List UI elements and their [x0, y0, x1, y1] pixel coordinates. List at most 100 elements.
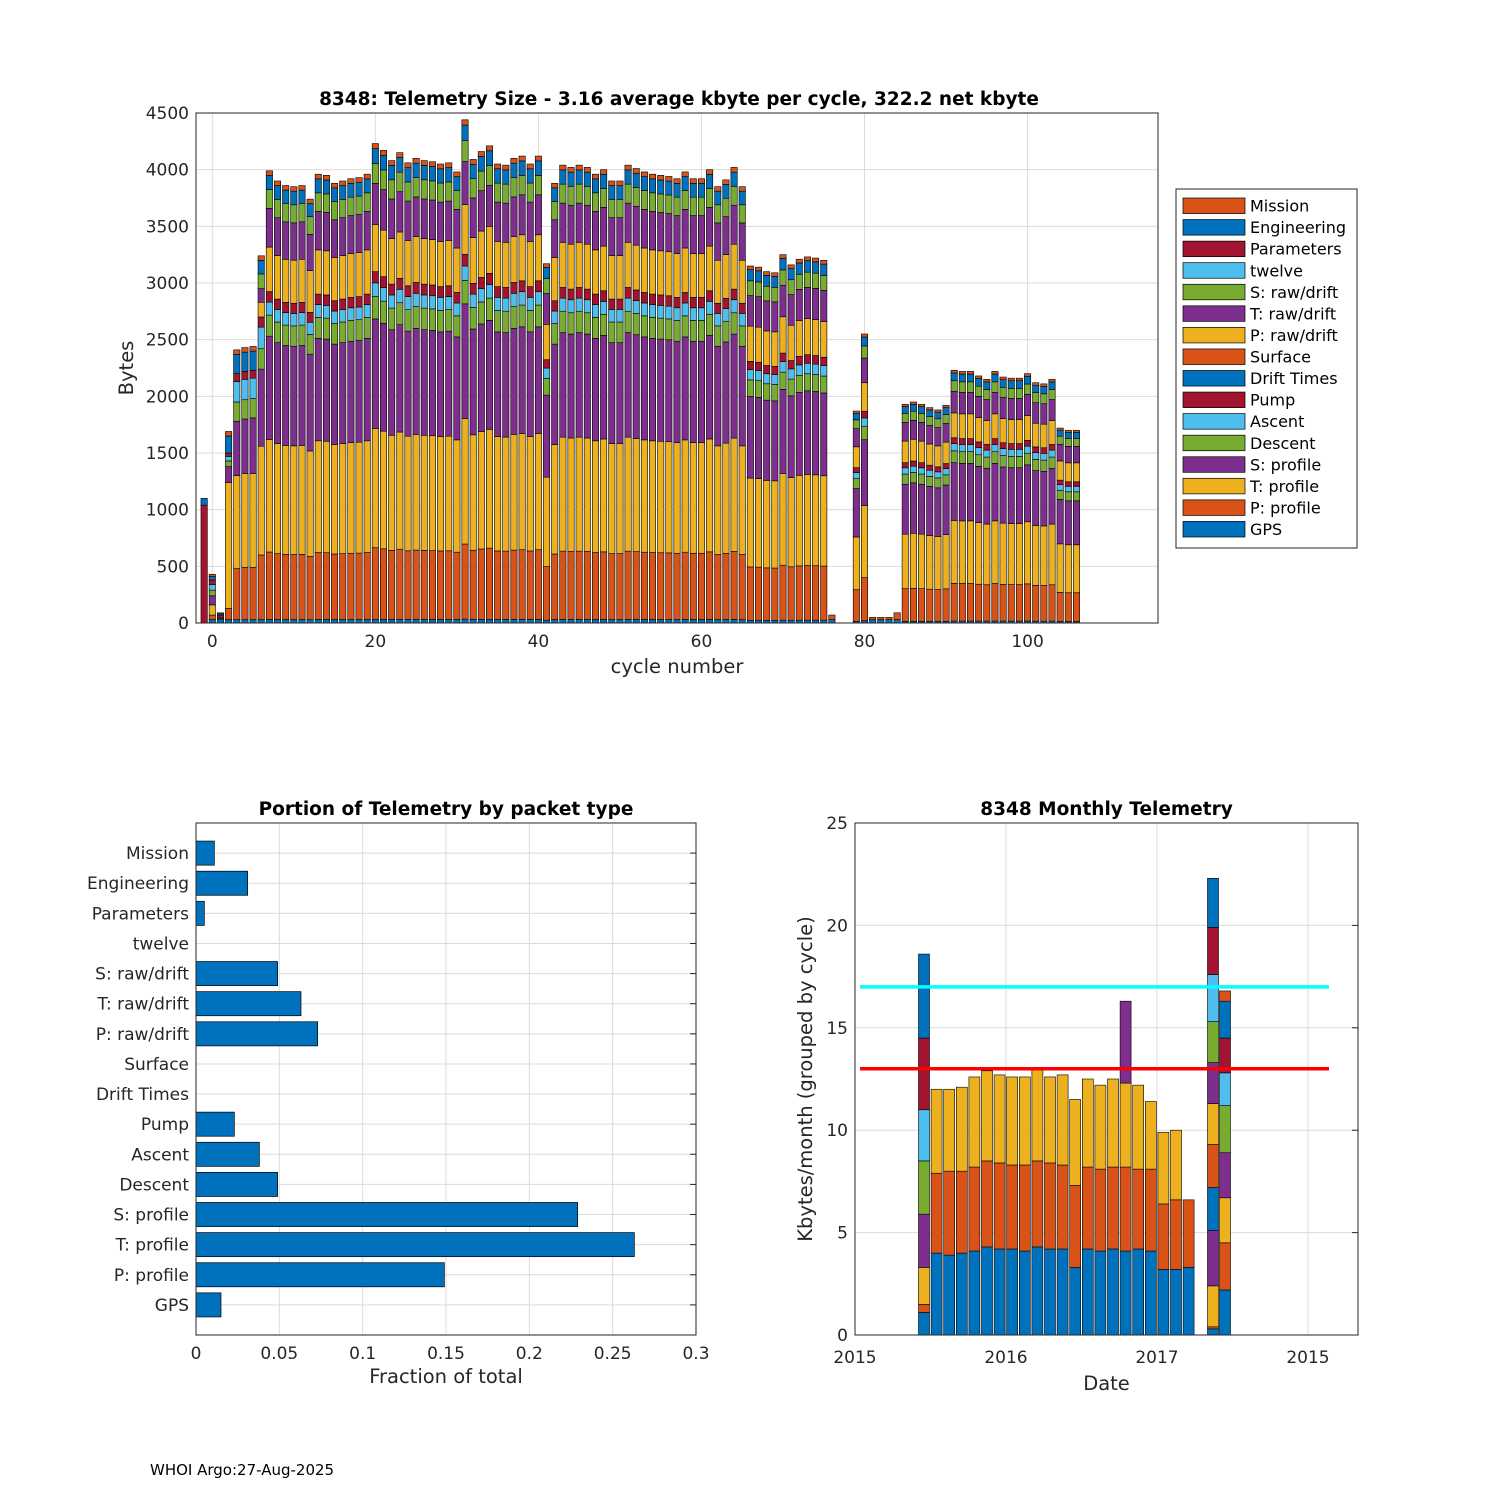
bar-segment [983, 399, 991, 421]
bar-segment [567, 243, 575, 290]
bar-segment [1207, 1144, 1219, 1188]
bar-segment [543, 378, 551, 396]
bar-segment [233, 475, 241, 569]
bar-segment [534, 234, 542, 282]
bar-segment [265, 551, 273, 620]
legend-label: P: raw/drift [1250, 326, 1338, 345]
bar-segment [428, 166, 436, 182]
bar-segment [934, 445, 942, 468]
bar-segment [306, 198, 314, 204]
bar-segment [1207, 1285, 1219, 1328]
bar-segment [665, 295, 673, 307]
legend-swatch [1182, 434, 1246, 452]
bar-segment [657, 552, 665, 620]
bar-segment [314, 440, 322, 553]
bar-segment [1219, 990, 1231, 1002]
bar-segment [510, 282, 518, 294]
bar-segment [991, 438, 999, 445]
legend-swatch [1182, 283, 1246, 301]
category-label: Pump [141, 1115, 189, 1135]
bar-segment [632, 168, 640, 174]
bar-segment [706, 290, 714, 302]
bar-segment [380, 155, 387, 171]
bar-segment [1219, 1105, 1231, 1154]
bar-segment [1056, 1074, 1069, 1166]
bar-segment [991, 451, 999, 464]
bar-segment [820, 565, 828, 621]
bar-segment [993, 1074, 1006, 1164]
bar-segment [722, 619, 730, 624]
bar-segment [746, 379, 754, 397]
bar-segment [371, 547, 379, 620]
bar-segment [820, 475, 828, 567]
bar-segment [1056, 427, 1064, 431]
bar-segment [616, 255, 624, 300]
bar-segment [559, 297, 567, 312]
bar-segment [331, 343, 339, 445]
bar-segment [1064, 432, 1072, 439]
bar-segment [958, 371, 966, 375]
bar-segment [380, 276, 387, 289]
bar-segment [852, 467, 860, 473]
legend-label: T: profile [1249, 477, 1319, 496]
bar-segment [404, 285, 412, 297]
bar-segment [437, 182, 445, 203]
bar-segment [981, 1160, 993, 1248]
bar-segment [763, 300, 771, 332]
bar-segment [673, 253, 681, 298]
bar-segment [942, 407, 950, 415]
bar-segment [665, 194, 673, 214]
bar-segment [918, 462, 926, 469]
bar-segment [355, 441, 363, 554]
bar-segment [779, 269, 787, 286]
bar-segment [958, 391, 966, 415]
bar-segment [681, 315, 689, 338]
bar-segment [526, 297, 534, 311]
bar-segment [1040, 383, 1048, 387]
bar-segment [901, 588, 909, 622]
bar-segment [355, 177, 363, 183]
bar-segment [689, 215, 697, 254]
bar-segment [1024, 583, 1032, 622]
bar-segment [502, 332, 510, 438]
bar-segment [567, 186, 575, 206]
bar-segment [795, 374, 803, 393]
bar-segment [322, 294, 330, 306]
bar-segment [1024, 394, 1032, 417]
bar-segment [852, 536, 860, 591]
bar-segment [909, 420, 917, 440]
bar-segment [649, 178, 657, 194]
bar-segment [681, 292, 689, 304]
bar-segment [314, 178, 322, 194]
chart-title: Portion of Telemetry by packet type [259, 799, 634, 820]
bar-segment [363, 317, 371, 339]
bar-segment [1072, 491, 1080, 502]
bar-segment [738, 302, 746, 314]
bar-segment [331, 219, 339, 258]
bar-segment [755, 296, 763, 328]
bar-segment [347, 307, 355, 321]
bar-segment [812, 288, 820, 320]
bar-segment [494, 331, 502, 437]
bar-segment [559, 436, 567, 552]
bar-segment [208, 595, 216, 606]
bar-segment [616, 321, 624, 343]
y-axis-label: Bytes [115, 341, 138, 396]
footer-credit: WHOI Argo:27-Aug-2025 [150, 1461, 335, 1479]
bar-segment [420, 307, 428, 331]
bar-segment [787, 279, 795, 295]
bar-segment [526, 241, 534, 287]
bar-segment [624, 436, 632, 552]
category-label: P: profile [114, 1266, 189, 1286]
bar-segment [787, 477, 795, 568]
bar-segment [437, 297, 445, 311]
bar-segment [942, 468, 950, 476]
bar-segment [787, 378, 795, 397]
bar-segment [1040, 525, 1048, 586]
bar-segment [1015, 449, 1023, 457]
y-tick-label: 10 [826, 1121, 848, 1141]
bar-segment [265, 208, 273, 248]
bar-segment [649, 192, 657, 212]
bar-segment [981, 1246, 993, 1336]
bar-segment [502, 287, 510, 299]
